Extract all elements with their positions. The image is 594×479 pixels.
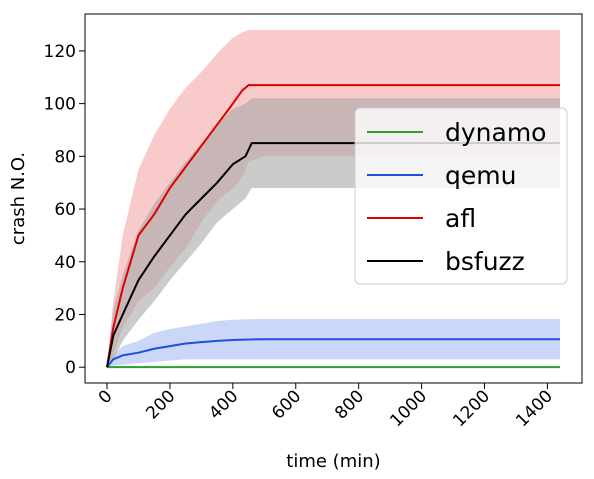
axes-frame (84, 13, 583, 384)
legend-label-bsfuzz: bsfuzz (445, 247, 525, 276)
y-tick-label: 20 (54, 305, 76, 325)
legend: dynamo qemu afl bsfuzz (354, 107, 568, 285)
legend-box (354, 107, 568, 285)
y-tick-label: 120 (44, 42, 76, 62)
y-tick-label: 40 (54, 253, 76, 273)
y-tick-label: 60 (54, 200, 76, 220)
x-tick-label: 600 (268, 386, 305, 423)
y-axis-label: crash N.O. (8, 152, 29, 245)
y-tick-label: 0 (65, 358, 76, 378)
x-axis-label: time (min) (286, 451, 380, 472)
series-band-qemu (107, 318, 560, 368)
x-tick-label: 200 (142, 386, 179, 423)
x-tick-label: 0 (95, 386, 117, 408)
x-tick-label: 1400 (512, 386, 557, 431)
y-tick-label: 80 (54, 147, 76, 167)
x-tick-label: 800 (331, 386, 368, 423)
legend-label-afl: afl (445, 204, 476, 233)
legend-label-qemu: qemu (445, 161, 516, 190)
x-tick-label: 400 (205, 386, 242, 423)
y-tick-label: 100 (44, 95, 76, 115)
x-tick-label: 1200 (449, 386, 494, 431)
series-line-afl (106, 84, 560, 368)
series-line-qemu (106, 338, 560, 368)
x-tick-label: 1000 (386, 386, 431, 431)
legend-label-dynamo: dynamo (445, 118, 546, 147)
